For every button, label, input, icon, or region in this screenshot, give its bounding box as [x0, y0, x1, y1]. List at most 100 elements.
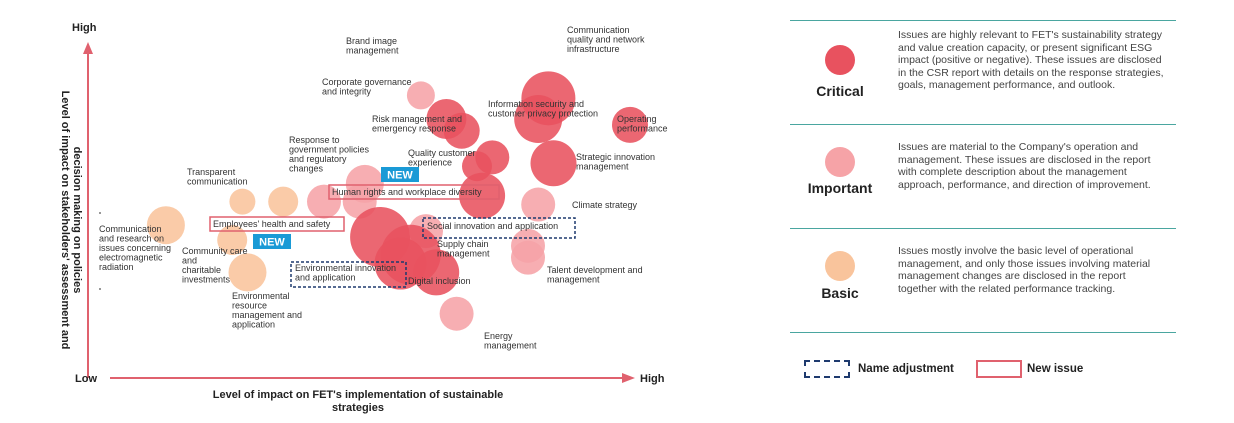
- issue-label: Community care: [182, 246, 248, 256]
- issue-label: and integrity: [322, 87, 372, 97]
- issue-label: and: [182, 256, 197, 266]
- issue-label: management: [547, 275, 600, 285]
- name-adjustment-label: Name adjustment: [858, 363, 954, 375]
- issue-label: Digital inclusion: [408, 276, 471, 286]
- name-adjustment-box: [422, 217, 576, 239]
- issue-label: Communication: [99, 224, 162, 234]
- issue-bubble-critical: [374, 237, 427, 290]
- new-issue-label: New issue: [1027, 363, 1084, 375]
- materiality-legend: Critical Issues are highly relevant to F…: [790, 20, 1176, 333]
- legend-row-important: Important Issues are material to the Com…: [790, 124, 1176, 228]
- issue-label: management: [484, 341, 537, 351]
- issue-bubble-basic: [228, 253, 267, 292]
- x-axis-title: strategies: [332, 402, 384, 414]
- issue-label: management: [437, 249, 490, 259]
- issue-label: infrastructure: [567, 44, 620, 54]
- issue-label: management: [576, 162, 629, 172]
- issue-label: Brand image: [346, 36, 397, 46]
- issue-bubble-basic: [229, 188, 256, 215]
- issue-label: Transparent: [187, 167, 236, 177]
- issue-label: Talent development and: [547, 265, 643, 275]
- issue-bubble-critical: [459, 172, 506, 219]
- new-tag-label: NEW: [259, 237, 285, 249]
- legend-level-important: Important: [807, 180, 873, 196]
- issue-label: Energy: [484, 331, 513, 341]
- issue-bubble-basic: [217, 224, 248, 255]
- new-tag-badge: [253, 234, 291, 249]
- issue-label: resource: [232, 301, 267, 311]
- issue-label: Strategic innovation: [576, 152, 655, 162]
- issue-label: Environmental innovation: [295, 263, 396, 273]
- issue-label: Environmental: [232, 291, 290, 301]
- issue-label: Social innovation and application: [427, 221, 558, 231]
- issue-bubble-basic: [146, 206, 185, 245]
- issue-label: changes: [289, 164, 324, 174]
- issue-label: radiation: [99, 262, 134, 272]
- box-style-key: Name adjustment New issue: [804, 360, 1204, 382]
- issue-label: Quality customer: [408, 148, 476, 158]
- legend-desc-basic: Issues mostly involve the basic level of…: [898, 245, 1151, 295]
- issue-label: electromagnetic: [99, 253, 163, 263]
- y-axis-title: decision making on policies: [71, 147, 83, 294]
- issue-label: performance: [617, 124, 668, 134]
- issue-label: Communication: [567, 25, 630, 35]
- basic-circle-icon: [825, 251, 855, 281]
- y-axis-high-label: High: [72, 22, 97, 34]
- issue-label: quality and network: [567, 35, 645, 45]
- issue-label: customer privacy protection: [488, 109, 598, 119]
- issue-bubble-important: [521, 187, 556, 222]
- stray-dot: [99, 288, 101, 290]
- y-axis-arrow-icon: [83, 42, 93, 54]
- issue-label: experience: [408, 158, 452, 168]
- issue-bubble-critical: [413, 249, 460, 296]
- materiality-matrix-chart: High Low High Level of impact on FET's impl…: [59, 22, 668, 414]
- issue-label: issues concerning: [99, 243, 171, 253]
- issue-label: emergency response: [372, 124, 456, 134]
- legend-level-basic: Basic: [821, 285, 859, 301]
- issue-label: Employees' health and safety: [213, 219, 331, 229]
- issue-label: Climate strategy: [572, 200, 638, 210]
- issue-label: and regulatory: [289, 154, 347, 164]
- issue-label: Corporate governance: [322, 77, 412, 87]
- issue-label: Information security and: [488, 99, 584, 109]
- issue-bubble-important: [511, 240, 545, 275]
- legend-row-critical: Critical Issues are highly relevant to F…: [790, 20, 1176, 124]
- legend-level-critical: Critical: [816, 83, 864, 99]
- name-adjustment-box: [290, 261, 407, 288]
- x-axis-low-label: Low: [75, 373, 97, 385]
- issue-bubble-basic: [268, 186, 299, 217]
- new-tag-badge: [381, 167, 419, 182]
- stray-dot: [99, 212, 101, 214]
- issue-bubble-important: [406, 81, 435, 110]
- legend-row-basic: Basic Issues mostly involve the basic le…: [790, 228, 1176, 333]
- issue-label: Risk management and: [372, 114, 462, 124]
- new-issue-box: [328, 184, 500, 200]
- issue-bubble-critical: [530, 140, 577, 187]
- issue-label: application: [232, 320, 275, 330]
- issue-label: and application: [295, 273, 356, 283]
- y-axis-title: Level of impact on stakeholders' assessm…: [59, 91, 71, 350]
- issue-label: management: [346, 46, 399, 56]
- new-issue-swatch: [976, 360, 1022, 378]
- issue-label: investments: [182, 275, 231, 285]
- issue-bubble-critical: [443, 112, 480, 149]
- critical-circle-icon: [825, 45, 855, 75]
- x-axis-high-label: High: [640, 373, 665, 385]
- issue-bubble-critical: [514, 95, 563, 143]
- issue-label: Supply chain: [437, 239, 489, 249]
- issue-label: charitable: [182, 265, 221, 275]
- issue-label: Response to: [289, 135, 340, 145]
- issue-bubble-critical: [612, 106, 648, 143]
- issue-label: communication: [187, 177, 248, 187]
- issue-label: and research on: [99, 234, 164, 244]
- issue-bubble-important: [439, 296, 474, 331]
- new-tag-label: NEW: [387, 170, 413, 182]
- issue-label: Operating: [617, 114, 657, 124]
- name-adjustment-swatch: [804, 360, 850, 378]
- legend-desc-important: Issues are material to the Company's ope…: [898, 141, 1151, 191]
- issue-label: Human rights and workplace diversity: [332, 187, 482, 197]
- x-axis-arrow-icon: [622, 373, 635, 383]
- new-issue-box: [209, 216, 345, 232]
- x-axis-title: Level of impact on FET's implementation …: [213, 389, 504, 401]
- issue-label: government policies: [289, 145, 370, 155]
